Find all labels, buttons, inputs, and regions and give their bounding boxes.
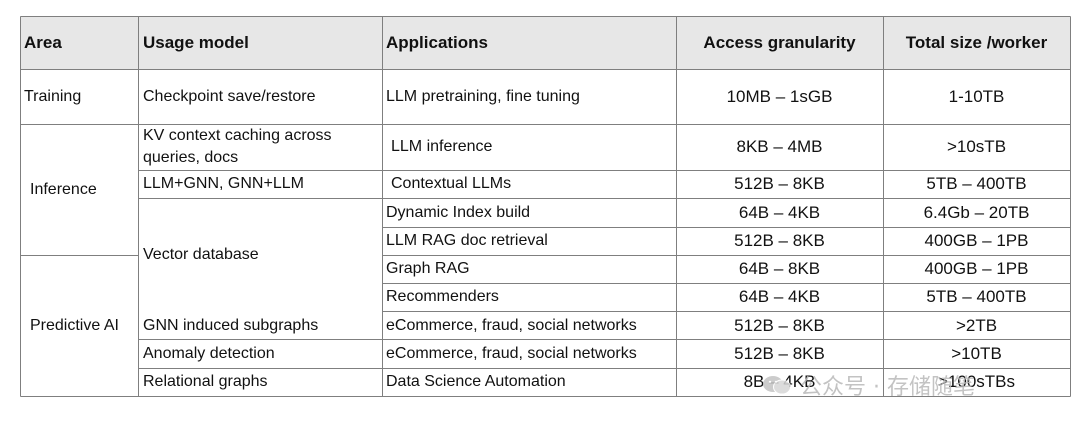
header-applications: Applications (386, 33, 489, 52)
header-area: Area (24, 33, 62, 52)
granularity-cell: 8B – 4KB (743, 372, 816, 391)
application-cell: LLM pretraining, fine tuning (386, 88, 580, 105)
size-cell: >10TB (951, 344, 1002, 363)
granularity-cell: 512B – 8KB (734, 316, 825, 335)
granularity-cell: 512B – 8KB (734, 344, 825, 363)
granularity-cell: 10MB – 1sGB (726, 87, 833, 106)
usage-vector-database: Vector database (143, 246, 259, 263)
size-cell: 1-10TB (948, 87, 1005, 106)
usage-checkpoint: Checkpoint save/restore (143, 88, 316, 105)
application-cell: Data Science Automation (386, 373, 566, 390)
usage-relational-graphs: Relational graphs (143, 373, 268, 390)
application-cell: LLM inference (391, 138, 493, 155)
application-cell: LLM RAG doc retrieval (386, 232, 548, 249)
size-cell: 5TB – 400TB (926, 174, 1027, 193)
granularity-cell: 64B – 8KB (738, 259, 821, 278)
area-training: Training (24, 88, 82, 105)
usage-anomaly-detection: Anomaly detection (143, 345, 275, 362)
size-cell: >100sTBs (937, 372, 1015, 391)
usage-gnn-subgraphs: GNN induced subgraphs (143, 317, 319, 334)
size-cell: 5TB – 400TB (926, 287, 1027, 306)
table-header-row (20, 16, 1070, 69)
area-inference: Inference (30, 181, 97, 198)
application-cell: Dynamic Index build (386, 204, 531, 221)
usage-kv-caching-line2: queries, docs (143, 149, 239, 166)
granularity-cell: 8KB – 4MB (736, 137, 823, 156)
size-cell: >10sTB (946, 137, 1007, 156)
granularity-cell: 64B – 4KB (738, 287, 821, 306)
area-predictive-ai: Predictive AI (30, 317, 119, 334)
granularity-cell: 64B – 4KB (738, 203, 821, 222)
size-cell: 6.4Gb – 20TB (923, 203, 1030, 222)
size-cell: >2TB (955, 316, 998, 335)
header-access-granularity: Access granularity (703, 33, 856, 52)
usage-llm-gnn: LLM+GNN, GNN+LLM (143, 175, 304, 192)
application-cell: eCommerce, fraud, social networks (386, 345, 637, 362)
granularity-cell: 512B – 8KB (734, 174, 825, 193)
application-cell: Contextual LLMs (391, 175, 512, 192)
header-usage-model: Usage model (143, 33, 249, 52)
size-cell: 400GB – 1PB (924, 231, 1029, 250)
header-total-size: Total size /worker (905, 33, 1048, 52)
application-cell: Graph RAG (386, 260, 470, 277)
granularity-cell: 512B – 8KB (734, 231, 825, 250)
application-cell: Recommenders (386, 288, 499, 305)
usage-kv-caching-line1: KV context caching across (143, 127, 332, 144)
application-cell: eCommerce, fraud, social networks (386, 317, 637, 334)
size-cell: 400GB – 1PB (924, 259, 1029, 278)
